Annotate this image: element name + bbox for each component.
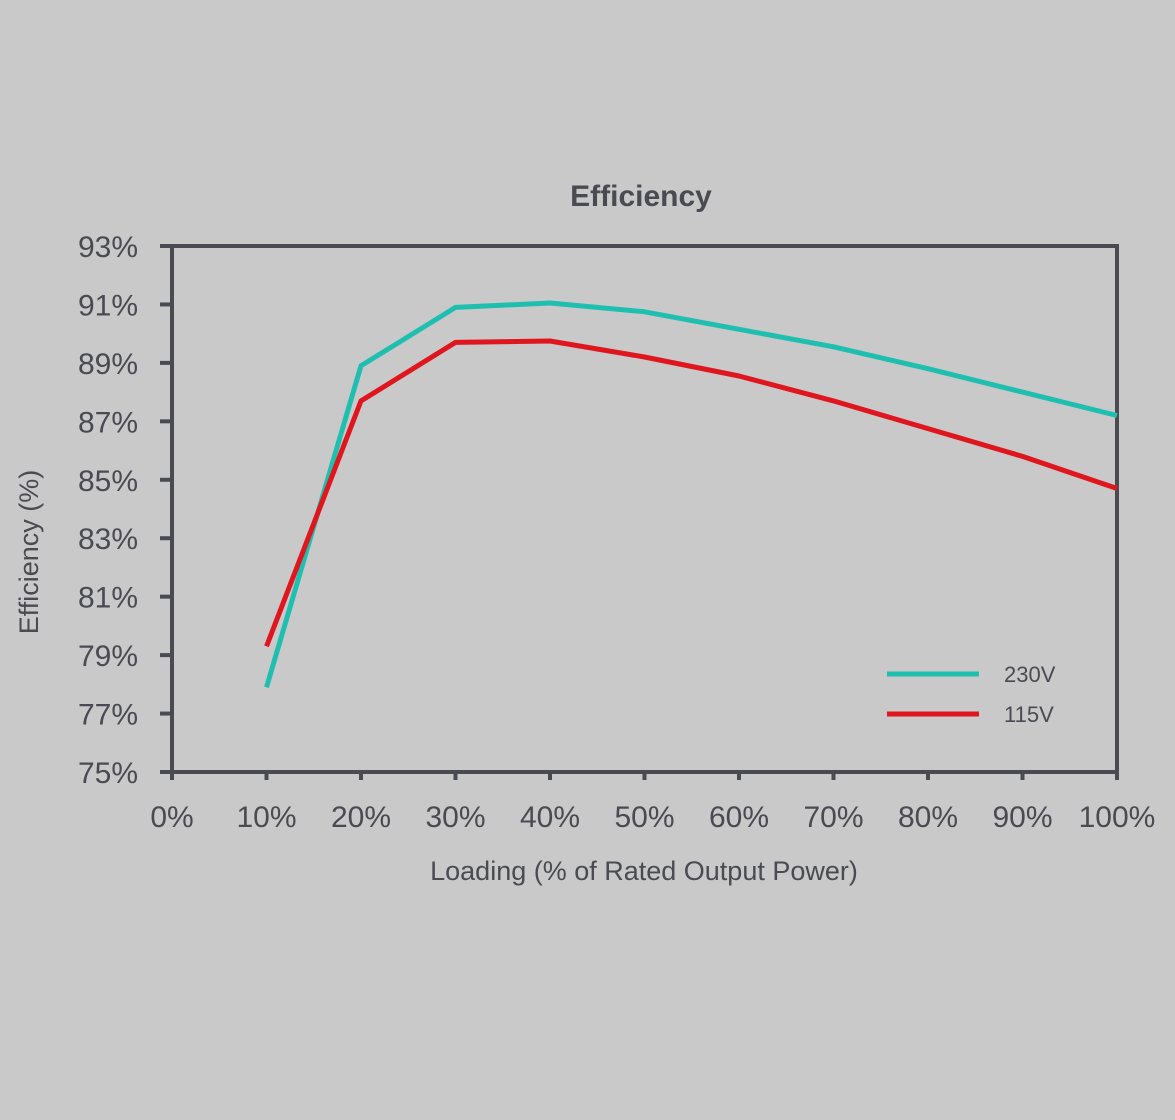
x-tick-label: 50%	[614, 801, 674, 834]
chart-title: Efficiency	[570, 180, 712, 213]
y-tick-label: 89%	[78, 348, 138, 381]
x-tick-label: 10%	[236, 801, 296, 834]
y-tick-label: 81%	[78, 582, 138, 615]
x-axis-title: Loading (% of Rated Output Power)	[430, 856, 858, 886]
series-line-115v	[264, 338, 1118, 648]
x-axis: 0% 10% 20% 30% 40% 50% 60% 70% 80% 90% 100%	[150, 772, 1155, 834]
x-tick-label: 60%	[709, 801, 769, 834]
series-line-230v	[264, 300, 1118, 689]
x-tick-label: 30%	[425, 801, 485, 834]
series-lines	[264, 300, 1118, 689]
legend: 230V 115V	[887, 662, 1056, 727]
x-tick-label: 40%	[520, 801, 580, 834]
x-tick-label: 100%	[1079, 801, 1156, 834]
y-tick-label: 79%	[78, 640, 138, 673]
legend-label: 230V	[1004, 662, 1056, 687]
y-axis: 75% 77% 79% 81% 83% 85% 87% 89% 91% 93%	[78, 231, 172, 790]
y-axis-title: Efficiency (%)	[14, 470, 44, 635]
y-tick-label: 85%	[78, 465, 138, 498]
y-tick-label: 77%	[78, 699, 138, 732]
y-tick-label: 93%	[78, 231, 138, 264]
y-tick-label: 83%	[78, 523, 138, 556]
x-tick-label: 20%	[331, 801, 391, 834]
y-tick-label: 91%	[78, 289, 138, 322]
x-tick-label: 90%	[992, 801, 1052, 834]
x-tick-label: 70%	[803, 801, 863, 834]
x-tick-label: 80%	[898, 801, 958, 834]
legend-label: 115V	[1004, 702, 1054, 727]
y-tick-label: 87%	[78, 406, 138, 439]
x-tick-label: 0%	[150, 801, 193, 834]
y-tick-label: 75%	[78, 757, 138, 790]
